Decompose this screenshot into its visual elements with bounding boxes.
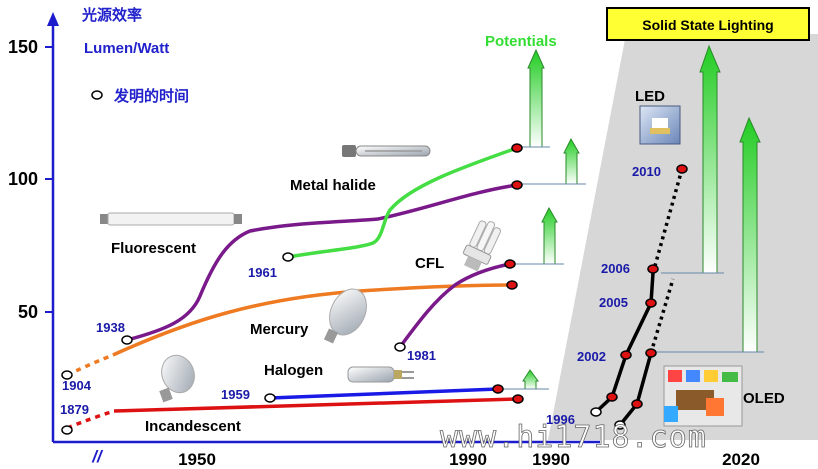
- series-fluorescent: [126, 183, 518, 342]
- potentials-label: Potentials: [485, 33, 557, 50]
- potential-arrow-oled: [649, 116, 764, 353]
- potential-arrow-metal-halide: [520, 48, 550, 148]
- label-led: LED: [635, 88, 665, 105]
- label-metal-halide: Metal halide: [290, 177, 376, 194]
- year-label: 1961: [248, 265, 277, 280]
- current-value-marker: [506, 280, 518, 290]
- label-incandescent: Incandescent: [145, 418, 241, 435]
- invention-marker: [614, 420, 626, 430]
- oled-panel-icon: [663, 365, 743, 427]
- year-label: 1879: [60, 402, 89, 417]
- solid-state-title: Solid State Lighting: [606, 7, 810, 41]
- led-point-marker: [606, 392, 618, 402]
- x-axis-break: //: [91, 447, 104, 466]
- invention-marker: [282, 252, 294, 262]
- led-year-label: 1996: [546, 412, 575, 427]
- series-mercury: [112, 283, 513, 357]
- led-year-label: 2006: [601, 261, 630, 276]
- y-tick-label: 150: [8, 37, 38, 57]
- led-point-marker: [676, 164, 688, 174]
- series-halogen: [269, 387, 499, 400]
- label-cfl: CFL: [415, 255, 444, 272]
- x-tick-label: 1950: [178, 450, 216, 469]
- invention-marker: [394, 342, 406, 352]
- label-mercury: Mercury: [250, 321, 309, 338]
- invention-marker: [61, 370, 73, 380]
- mercury-lamp-icon: [323, 288, 367, 344]
- series-oled-projection: [649, 278, 675, 354]
- current-value-marker: [512, 394, 524, 404]
- led-year-label: 2010: [632, 164, 661, 179]
- metal-halide-lamp-icon: [342, 145, 431, 157]
- led-point-marker: [647, 264, 659, 274]
- current-value-marker: [511, 180, 523, 190]
- x-tick-label: 2020: [722, 450, 760, 469]
- series-mercury-extension: [66, 353, 114, 377]
- chart-title: Solid State Lighting: [642, 17, 773, 33]
- label-fluorescent: Fluorescent: [111, 240, 196, 257]
- invention-marker: [264, 393, 276, 403]
- year-label: 1981: [407, 348, 436, 363]
- led-point-marker: [620, 350, 632, 360]
- current-value-marker: [504, 259, 516, 269]
- label-halogen: Halogen: [264, 362, 323, 379]
- series-incandescent-extension: [66, 409, 115, 430]
- halogen-lamp-icon: [347, 366, 414, 383]
- led-year-label: 2002: [577, 349, 606, 364]
- invention-marker: [590, 407, 602, 417]
- y-tick-label: 100: [8, 169, 38, 189]
- series-metal-halide: [287, 146, 518, 259]
- oled-point-marker: [645, 348, 657, 358]
- led-point-marker: [645, 298, 657, 308]
- invention-marker: [61, 425, 73, 435]
- potential-arrow-led: [661, 44, 724, 274]
- potential-arrow-halogen: [500, 369, 549, 390]
- x-tick-label: 1990: [449, 450, 487, 469]
- y-axis-label-cn: 光源效率: [81, 6, 142, 24]
- led-chip-icon: [639, 105, 681, 145]
- potential-arrow-cfl: [512, 206, 564, 265]
- y-axis-label: Lumen/Watt: [84, 40, 169, 57]
- series-cfl: [398, 262, 511, 349]
- year-label: 1904: [62, 378, 92, 393]
- year-label: 1959: [221, 387, 250, 402]
- current-value-marker: [511, 143, 523, 153]
- current-value-marker: [492, 384, 504, 394]
- series-incandescent: [113, 397, 519, 413]
- fluorescent-tube-icon: [100, 212, 242, 226]
- y-axis-arrow: [47, 12, 59, 26]
- label-oled: OLED: [743, 390, 785, 407]
- led-year-label: 2005: [599, 295, 628, 310]
- oled-point-marker: [631, 399, 643, 409]
- y-tick-label: 50: [18, 302, 38, 322]
- watermark: www.hi1718.com: [440, 420, 707, 455]
- legend-marker: [91, 90, 103, 100]
- invention-marker: [121, 335, 133, 345]
- incandescent-bulb-icon: [159, 354, 195, 403]
- year-label: 1938: [96, 320, 125, 335]
- potential-arrow-fluorescent: [520, 137, 586, 185]
- cfl-lamp-icon: [462, 220, 502, 272]
- x-tick-label: 1990: [532, 450, 570, 469]
- legend-label: 发明的时间: [113, 87, 189, 105]
